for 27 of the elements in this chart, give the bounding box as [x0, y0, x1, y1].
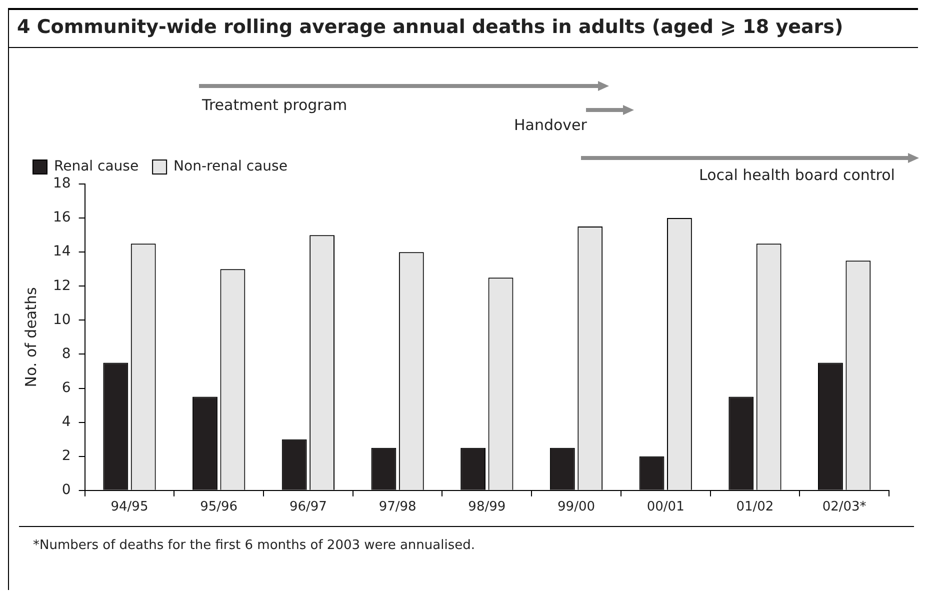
x-tick-label: 96/97 [289, 500, 327, 515]
legend-label: Non-renal cause [174, 158, 288, 175]
y-tick-label: 4 [62, 414, 71, 430]
x-tick-label: 97/98 [378, 500, 416, 515]
y-tick-label: 16 [52, 210, 71, 226]
x-tick-label: 98/99 [468, 500, 506, 515]
y-tick-label: 0 [62, 482, 71, 498]
legend-label: Renal cause [54, 158, 139, 175]
x-tick-label: 02/03* [822, 500, 867, 515]
annotation: Local health board control [699, 166, 895, 184]
y-tick-label: 2 [62, 448, 71, 464]
x-tick-label: 00/01 [646, 500, 684, 515]
y-tick-label: 10 [52, 312, 71, 328]
x-tick-label: 01/02 [736, 500, 774, 515]
text: Handover [514, 116, 587, 134]
y-tick-label: 12 [52, 278, 71, 294]
x-tick-label: 95/96 [200, 500, 238, 515]
text: *Numbers of deaths for the first 6 months of 2003 were annualised. [33, 538, 475, 553]
x-tick-label: 99/00 [558, 500, 595, 515]
y-tick-label: 6 [62, 380, 71, 396]
y-tick-label: 18 [52, 176, 71, 192]
text: Treatment program [202, 96, 348, 114]
chart-title: 4 Community-wide rolling average annual deaths in adults (aged ⩾ 18 years) [9, 8, 918, 48]
y-tick-label: 14 [52, 244, 71, 260]
y-axis-title: No. of deaths [22, 286, 40, 388]
y-tick-label: 8 [62, 346, 71, 362]
x-tick-label: 94/95 [110, 500, 148, 515]
